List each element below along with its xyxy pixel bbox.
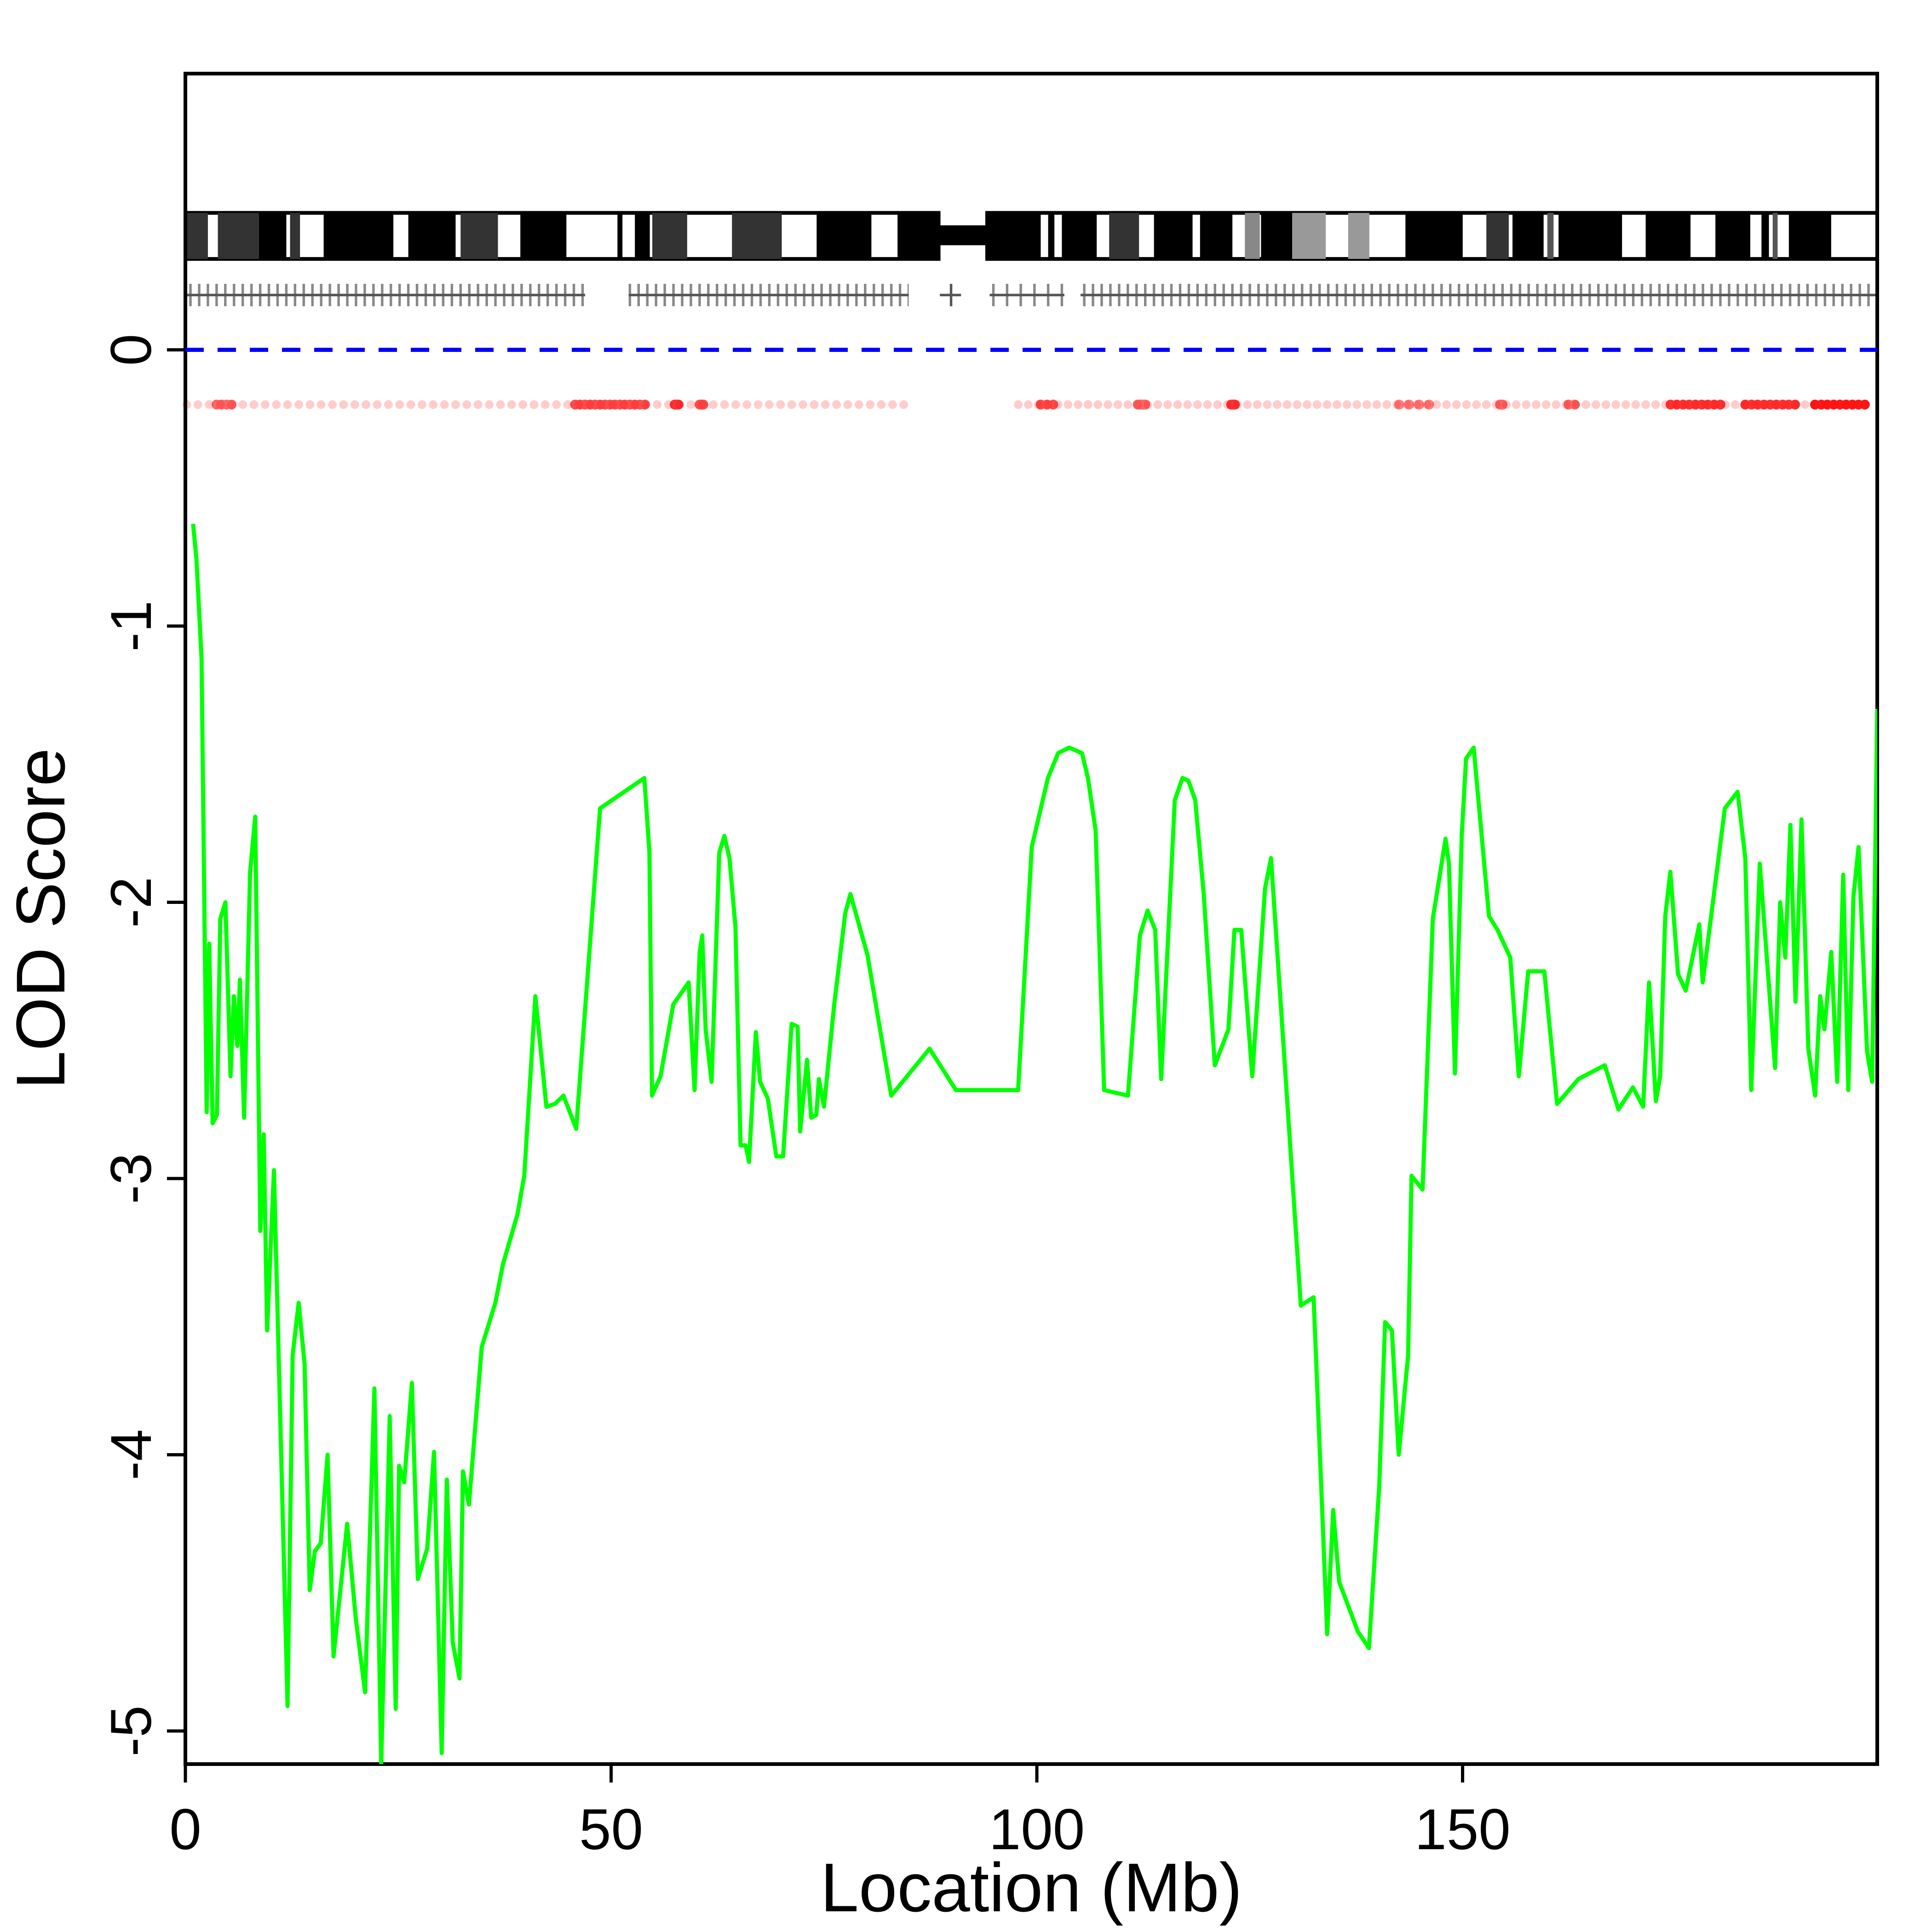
ideogram: [184, 211, 1880, 261]
y-tick-label: -2: [99, 877, 163, 928]
plot-area: [191, 523, 1877, 1764]
lod-line: [191, 523, 1877, 1764]
x-axis-label: Location (Mb): [820, 1849, 1242, 1926]
y-tick-label: -3: [99, 1153, 163, 1204]
plot-frame: [184, 72, 1879, 1766]
decor: [182, 211, 1880, 410]
x-tick-label: 150: [1414, 1798, 1511, 1862]
y-tick-label: 0: [99, 334, 163, 366]
x-tick-label: 100: [989, 1798, 1085, 1862]
y-axis-label: LOD Score: [2, 748, 79, 1089]
y-tick-label: -1: [99, 600, 163, 651]
x-tick-label: 0: [169, 1798, 201, 1862]
x-tick-label: 50: [579, 1798, 643, 1862]
y-tick-label: -5: [99, 1705, 163, 1756]
y-tick-label: -4: [99, 1429, 163, 1480]
